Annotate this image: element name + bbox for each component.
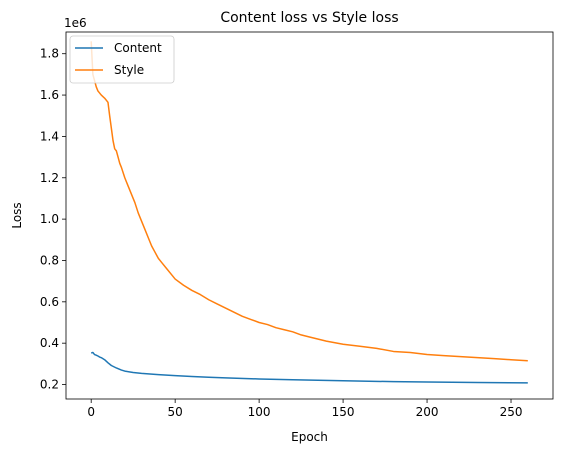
y-tick-label: 1.2 <box>40 171 59 185</box>
y-tick-label: 0.4 <box>40 336 59 350</box>
x-axis-ticks: 0 50 100 150 200 250 <box>87 399 522 419</box>
x-tick-label: 150 <box>332 405 355 419</box>
series-line-content <box>90 351 528 384</box>
y-offset-label: 1e6 <box>64 16 87 30</box>
x-tick-label: 200 <box>416 405 439 419</box>
chart-title: Content loss vs Style loss <box>220 10 398 26</box>
x-tick-label: 0 <box>87 405 95 419</box>
legend: Content Style <box>69 35 175 84</box>
x-axis-label: Epoch <box>291 430 328 444</box>
y-tick-label: 1.8 <box>40 47 59 61</box>
x-tick-label: 100 <box>248 405 271 419</box>
y-tick-label: 0.8 <box>40 253 59 267</box>
y-tick-label: 0.2 <box>40 378 59 392</box>
y-tick-label: 1.4 <box>40 129 59 143</box>
series-line-style <box>90 41 528 362</box>
y-tick-label: 0.6 <box>40 295 59 309</box>
plot-frame <box>65 31 554 400</box>
series-layer <box>90 41 528 384</box>
y-axis-ticks: 0.2 0.4 0.6 0.8 1.0 1.2 1.4 1.6 1.8 <box>40 47 66 392</box>
y-tick-label: 1.0 <box>40 212 59 226</box>
x-tick-label: 50 <box>168 405 183 419</box>
y-tick-label: 1.6 <box>40 88 59 102</box>
legend-label-content: Content <box>114 41 162 55</box>
legend-label-style: Style <box>114 63 144 77</box>
y-axis-label: Loss <box>10 202 24 228</box>
x-tick-label: 250 <box>500 405 523 419</box>
